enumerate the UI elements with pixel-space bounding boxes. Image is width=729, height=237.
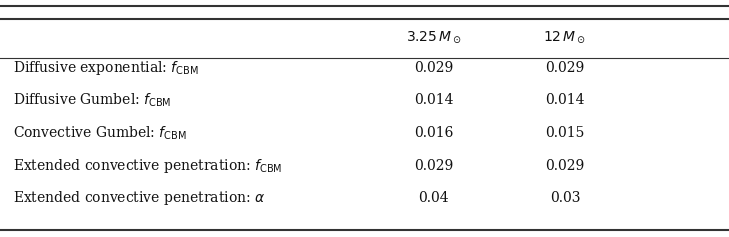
Text: 0.029: 0.029 xyxy=(545,159,585,173)
Text: 0.03: 0.03 xyxy=(550,191,580,205)
Text: Extended convective penetration: $f_{\mathrm{CBM}}$: Extended convective penetration: $f_{\ma… xyxy=(13,157,282,175)
Text: 0.029: 0.029 xyxy=(414,60,453,75)
Text: Convective Gumbel: $f_{\mathrm{CBM}}$: Convective Gumbel: $f_{\mathrm{CBM}}$ xyxy=(13,124,187,142)
Text: 0.014: 0.014 xyxy=(545,93,585,107)
Text: 0.016: 0.016 xyxy=(414,126,453,140)
Text: $12\,M_\odot$: $12\,M_\odot$ xyxy=(543,29,587,45)
Text: Extended convective penetration: $\alpha$: Extended convective penetration: $\alpha… xyxy=(13,189,265,207)
Text: Diffusive exponential: $f_{\mathrm{CBM}}$: Diffusive exponential: $f_{\mathrm{CBM}}… xyxy=(13,59,199,77)
Text: 0.029: 0.029 xyxy=(545,60,585,75)
Text: Diffusive Gumbel: $f_{\mathrm{CBM}}$: Diffusive Gumbel: $f_{\mathrm{CBM}}$ xyxy=(13,91,171,109)
Text: 0.04: 0.04 xyxy=(418,191,449,205)
Text: 0.014: 0.014 xyxy=(414,93,453,107)
Text: 0.015: 0.015 xyxy=(545,126,585,140)
Text: $3.25\,M_\odot$: $3.25\,M_\odot$ xyxy=(406,29,461,45)
Text: 0.029: 0.029 xyxy=(414,159,453,173)
